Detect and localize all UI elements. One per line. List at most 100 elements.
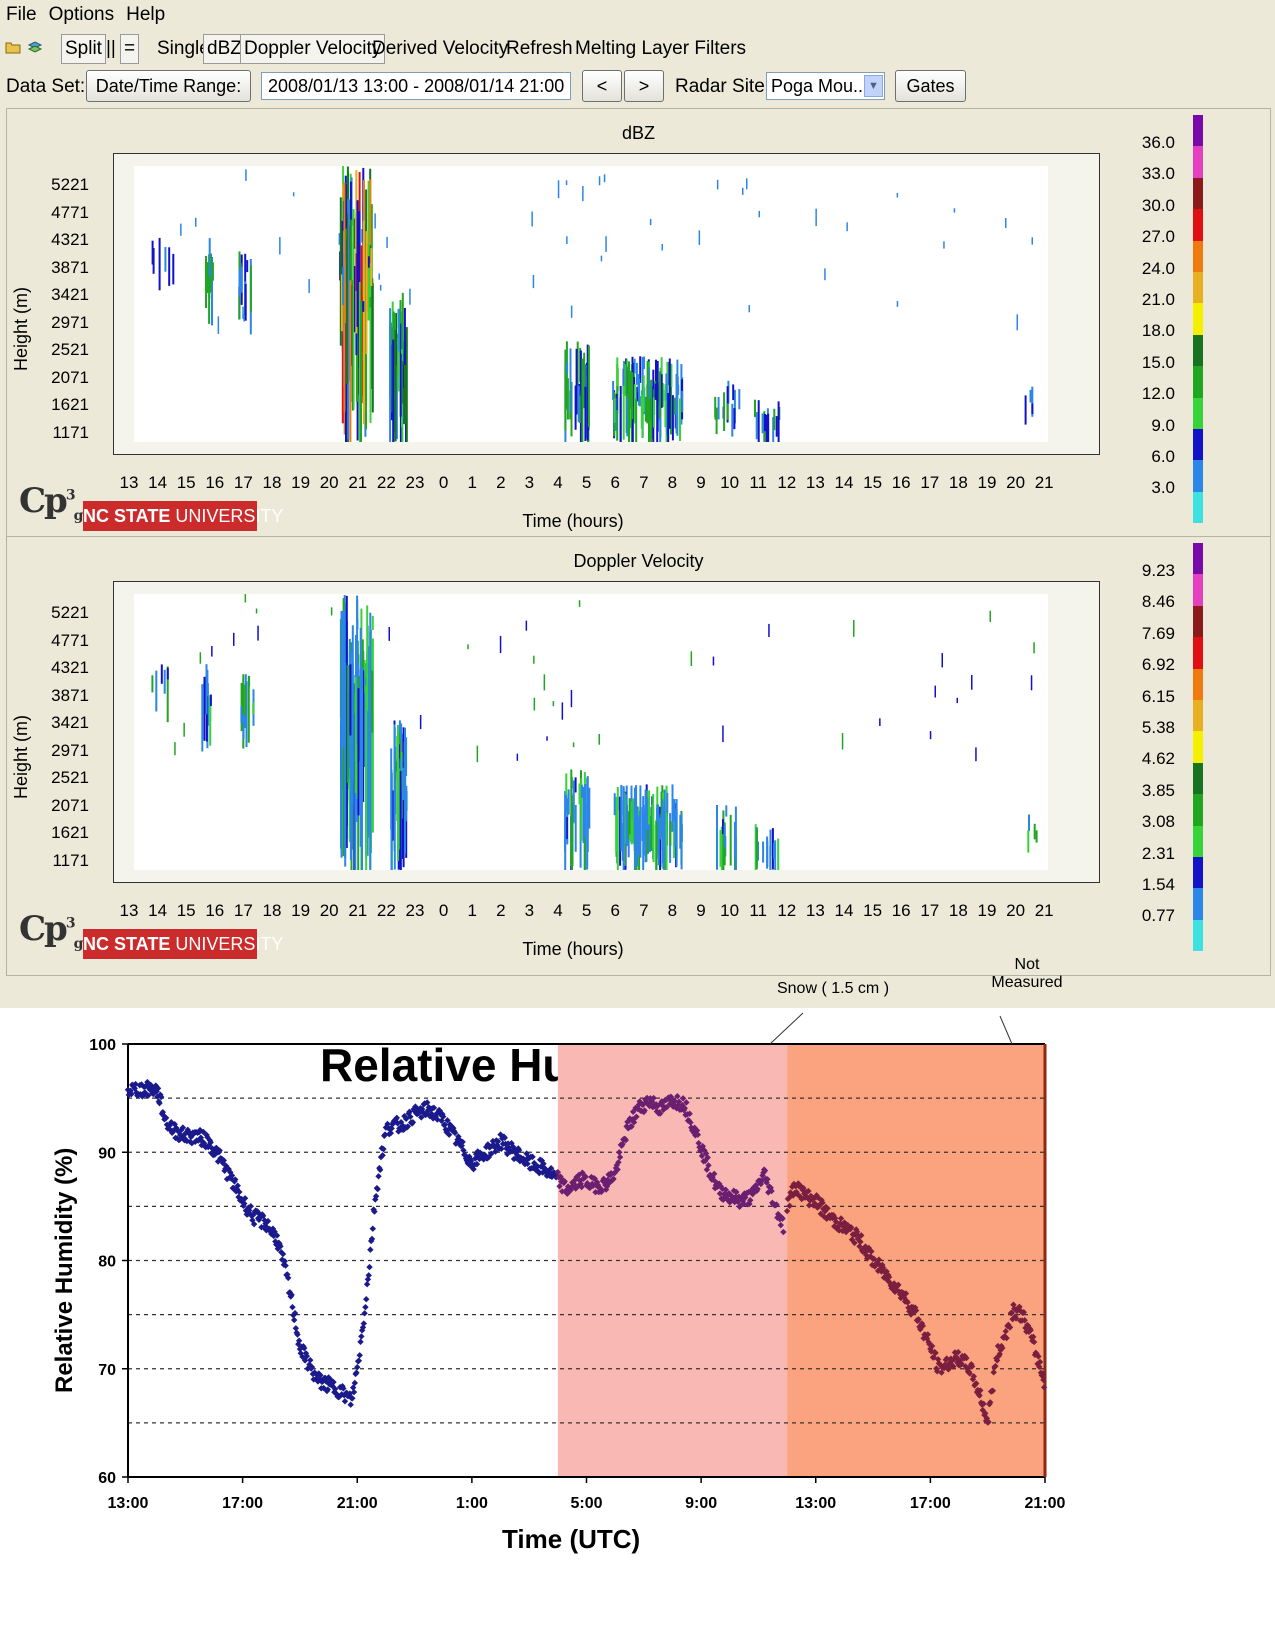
x-tick-label: 12 bbox=[777, 473, 797, 492]
radar-echo bbox=[155, 670, 158, 712]
radar-echo bbox=[652, 397, 655, 428]
colorbar-label: 21.0 bbox=[1141, 290, 1175, 309]
data-point bbox=[806, 1202, 813, 1209]
radar-echo bbox=[620, 784, 623, 852]
view-toolbar: Split || = Single dBZ Doppler Velocity D… bbox=[0, 31, 1275, 65]
dbz-plot-area[interactable] bbox=[134, 166, 1048, 442]
x-tick-label: 18 bbox=[262, 901, 282, 920]
x-tick-label: 1:00 bbox=[456, 1495, 488, 1512]
colorbar-swatch bbox=[1193, 460, 1203, 492]
radar-echo bbox=[352, 209, 355, 410]
radar-echo bbox=[633, 384, 636, 424]
data-point bbox=[488, 1150, 495, 1157]
menu-options[interactable]: Options bbox=[48, 4, 115, 25]
x-tick-label: 0 bbox=[438, 901, 449, 920]
data-point bbox=[883, 1268, 890, 1275]
data-point bbox=[616, 1149, 623, 1156]
radar-echo bbox=[746, 178, 748, 190]
rh-plot[interactable]: 60 70 80 90 100 13:00 17:00 21:00 1:00 5:00 9:00 13… bbox=[0, 1008, 1275, 1650]
x-tick-label: 9:00 bbox=[685, 1495, 717, 1512]
data-point bbox=[539, 1169, 546, 1176]
x-tick-label: 13 bbox=[805, 473, 825, 492]
relative-humidity-chart: Relative Humidity 60 70 80 90 100 13:00 17:00 2… bbox=[0, 956, 1275, 1650]
data-point bbox=[320, 1384, 327, 1392]
split-button[interactable]: Split bbox=[61, 34, 106, 64]
radar-echo bbox=[628, 361, 630, 442]
data-point bbox=[765, 1189, 772, 1196]
radar-echo bbox=[566, 378, 569, 420]
refresh-button[interactable]: Refresh bbox=[506, 38, 573, 59]
menu-help[interactable]: Help bbox=[126, 4, 166, 25]
radar-echo bbox=[371, 638, 374, 833]
radar-echo bbox=[409, 288, 411, 305]
radar-echo bbox=[365, 231, 368, 355]
radar-echo bbox=[252, 702, 255, 715]
radar-echo bbox=[715, 407, 718, 435]
data-point bbox=[584, 1180, 591, 1187]
radar-echo bbox=[655, 359, 657, 399]
colorbar-swatch bbox=[1193, 146, 1203, 178]
open-folder-icon[interactable] bbox=[5, 39, 21, 55]
doppler-plot-frame bbox=[113, 581, 1100, 883]
date-time-range-button[interactable]: Date/Time Range: bbox=[86, 70, 251, 102]
data-point bbox=[445, 1126, 452, 1134]
radar-echo bbox=[180, 223, 182, 236]
data-point bbox=[675, 1098, 683, 1105]
radar-echo bbox=[292, 192, 295, 197]
derived-velocity-button[interactable]: Derived Velocity bbox=[372, 38, 509, 59]
radar-echo bbox=[217, 316, 220, 334]
colorbar-swatch bbox=[1193, 491, 1203, 524]
menu-file[interactable]: File bbox=[6, 4, 37, 25]
data-point bbox=[613, 1161, 620, 1169]
colorbar-swatch bbox=[1193, 429, 1203, 461]
data-point bbox=[977, 1387, 984, 1394]
doppler-velocity-button[interactable]: Doppler Velocity bbox=[240, 34, 386, 64]
radar-echo bbox=[233, 632, 235, 646]
doppler-panel-title: Doppler Velocity bbox=[573, 551, 704, 571]
data-point bbox=[837, 1215, 845, 1222]
data-point bbox=[498, 1145, 505, 1152]
radar-echo bbox=[347, 199, 350, 440]
single-button[interactable]: Single bbox=[157, 38, 210, 59]
radar-echo bbox=[627, 811, 630, 840]
radar-echo bbox=[552, 701, 555, 707]
radar-echo bbox=[565, 794, 568, 813]
date-range-field[interactable]: 2008/01/13 13:00 - 2008/01/14 21:00 bbox=[261, 72, 571, 100]
next-button[interactable]: > bbox=[624, 70, 664, 102]
radar-echo bbox=[675, 373, 678, 434]
doppler-plot-area[interactable] bbox=[134, 594, 1048, 870]
chevron-down-icon[interactable]: ▼ bbox=[864, 75, 883, 97]
data-point bbox=[288, 1291, 295, 1299]
radar-echo bbox=[664, 384, 667, 428]
data-point bbox=[353, 1369, 360, 1376]
data-point bbox=[524, 1160, 531, 1167]
previous-button[interactable]: < bbox=[582, 70, 622, 102]
radar-echo bbox=[361, 229, 363, 243]
radar-echo bbox=[646, 823, 649, 855]
radar-echo bbox=[630, 370, 632, 409]
x-tick-label: 13:00 bbox=[795, 1495, 836, 1512]
radar-echo bbox=[681, 379, 683, 391]
radar-echo bbox=[395, 340, 398, 440]
radar-echo bbox=[666, 792, 669, 814]
side-by-side-button[interactable]: || bbox=[106, 38, 116, 59]
colorbar-label: 24.0 bbox=[1141, 258, 1175, 278]
data-point bbox=[667, 1093, 675, 1100]
data-point bbox=[540, 1160, 547, 1167]
gates-button[interactable]: Gates bbox=[895, 70, 966, 102]
radar-echo bbox=[669, 821, 672, 846]
radar-echo bbox=[767, 413, 770, 442]
stacked-button[interactable]: = bbox=[120, 34, 140, 64]
radar-echo bbox=[671, 816, 674, 832]
layers-icon[interactable] bbox=[27, 39, 43, 55]
y-tick-label: 1621 bbox=[51, 395, 89, 414]
data-point bbox=[693, 1127, 701, 1134]
radar-echo bbox=[698, 230, 701, 245]
radar-site-select[interactable]: Poga Mou... ▼ bbox=[766, 72, 885, 100]
radar-echo bbox=[673, 822, 676, 859]
data-point bbox=[958, 1360, 965, 1367]
melting-layer-filters-button[interactable]: Melting Layer Filters bbox=[575, 38, 747, 59]
radar-echo bbox=[340, 274, 343, 332]
radar-echo bbox=[247, 675, 250, 743]
radar-echo bbox=[378, 273, 380, 280]
